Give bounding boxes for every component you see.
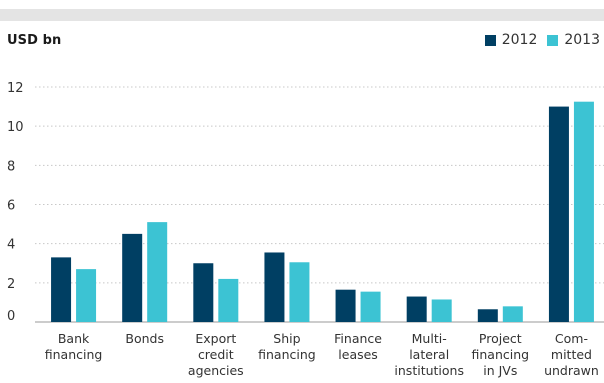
y-tick-label: 12	[7, 81, 24, 96]
bar-2012-3	[264, 252, 285, 322]
legend-swatch-2013	[547, 34, 559, 46]
category-label: Project financing in JVs	[472, 331, 530, 378]
category-label: Com-mitted undrawn	[544, 331, 599, 378]
category-label: Export credit agencies	[188, 331, 244, 378]
bar-2013-2	[218, 278, 239, 322]
bar-2013-4	[360, 291, 381, 322]
category-label: Multi-lateral institutions	[394, 331, 464, 378]
y-tick-label: 10	[7, 120, 24, 135]
unit-label: USD bn	[7, 33, 62, 48]
legend-label-2012: 2012	[501, 32, 538, 48]
bar-2012-4	[335, 289, 356, 322]
bar-2013-0	[76, 269, 97, 322]
y-tick-label: 2	[7, 277, 15, 292]
bar-2012-1	[122, 233, 143, 322]
legend-item-2012: 2012	[484, 32, 538, 48]
legend-swatch-2012	[484, 34, 496, 46]
category-label: Finance leases	[334, 331, 382, 362]
category-label: Ship financing	[258, 331, 316, 362]
bar-2012-6	[477, 309, 498, 322]
bar-2012-2	[193, 263, 214, 322]
y-tick-label: 6	[7, 199, 15, 214]
bar-2013-6	[502, 306, 523, 322]
header-band	[0, 9, 604, 21]
bar-2013-3	[289, 262, 310, 322]
bar-2012-5	[406, 296, 427, 322]
y-tick-label: 0	[7, 309, 15, 324]
category-label: Bonds	[125, 331, 164, 346]
chart-legend: 2012 2013	[484, 32, 600, 48]
legend-item-2013: 2013	[547, 32, 600, 48]
bar-2013-1	[147, 222, 168, 322]
legend-label-2013: 2013	[564, 32, 600, 48]
bar-2012-0	[51, 257, 72, 322]
bar-2013-5	[431, 299, 452, 322]
category-label: Bank financing	[45, 331, 103, 362]
bar-2012-7	[548, 106, 569, 322]
y-tick-label: 4	[7, 238, 15, 253]
bar-2013-7	[573, 101, 594, 322]
y-tick-label: 8	[7, 159, 15, 174]
